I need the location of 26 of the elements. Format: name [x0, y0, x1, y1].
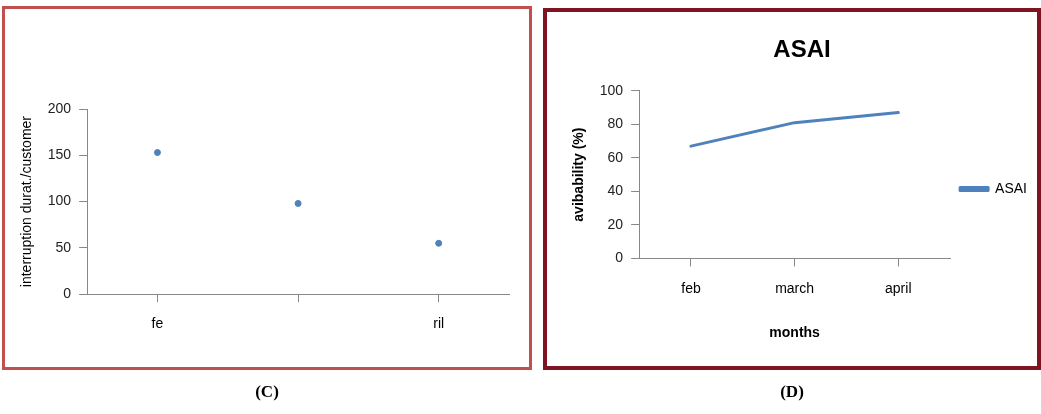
y-tick-label: 50: [55, 238, 72, 255]
y-tick-label: 40: [607, 182, 624, 199]
y-tick-label: 60: [607, 148, 624, 165]
y-tick-label: 100: [599, 81, 624, 98]
y-tick-label: 0: [63, 285, 72, 302]
x-tick-label: fe: [151, 315, 164, 332]
point: [435, 239, 443, 247]
point: [153, 149, 161, 157]
x-axis-title: months: [769, 324, 821, 341]
y-tick-label: 200: [47, 99, 72, 116]
y-tick-label: 100: [47, 192, 72, 209]
x-tick-label: march: [775, 279, 815, 296]
y-axis-title: interruption durat./customer: [18, 115, 35, 288]
text: (D): [779, 382, 805, 402]
y-tick-label: 20: [607, 215, 624, 232]
chart-title: ASAI: [773, 35, 831, 63]
y-tick-label: 80: [607, 115, 624, 132]
legend-label: ASAI: [995, 179, 1027, 196]
x-tick-label: feb: [681, 279, 701, 296]
y-tick-label: 150: [47, 146, 72, 163]
point: [294, 199, 302, 207]
y-axis-title: avibability (%): [570, 127, 587, 222]
x-tick-label: ril: [433, 315, 445, 332]
y-tick-label: 0: [615, 249, 624, 266]
text: (C): [254, 382, 280, 402]
x-tick-label: april: [885, 279, 912, 296]
